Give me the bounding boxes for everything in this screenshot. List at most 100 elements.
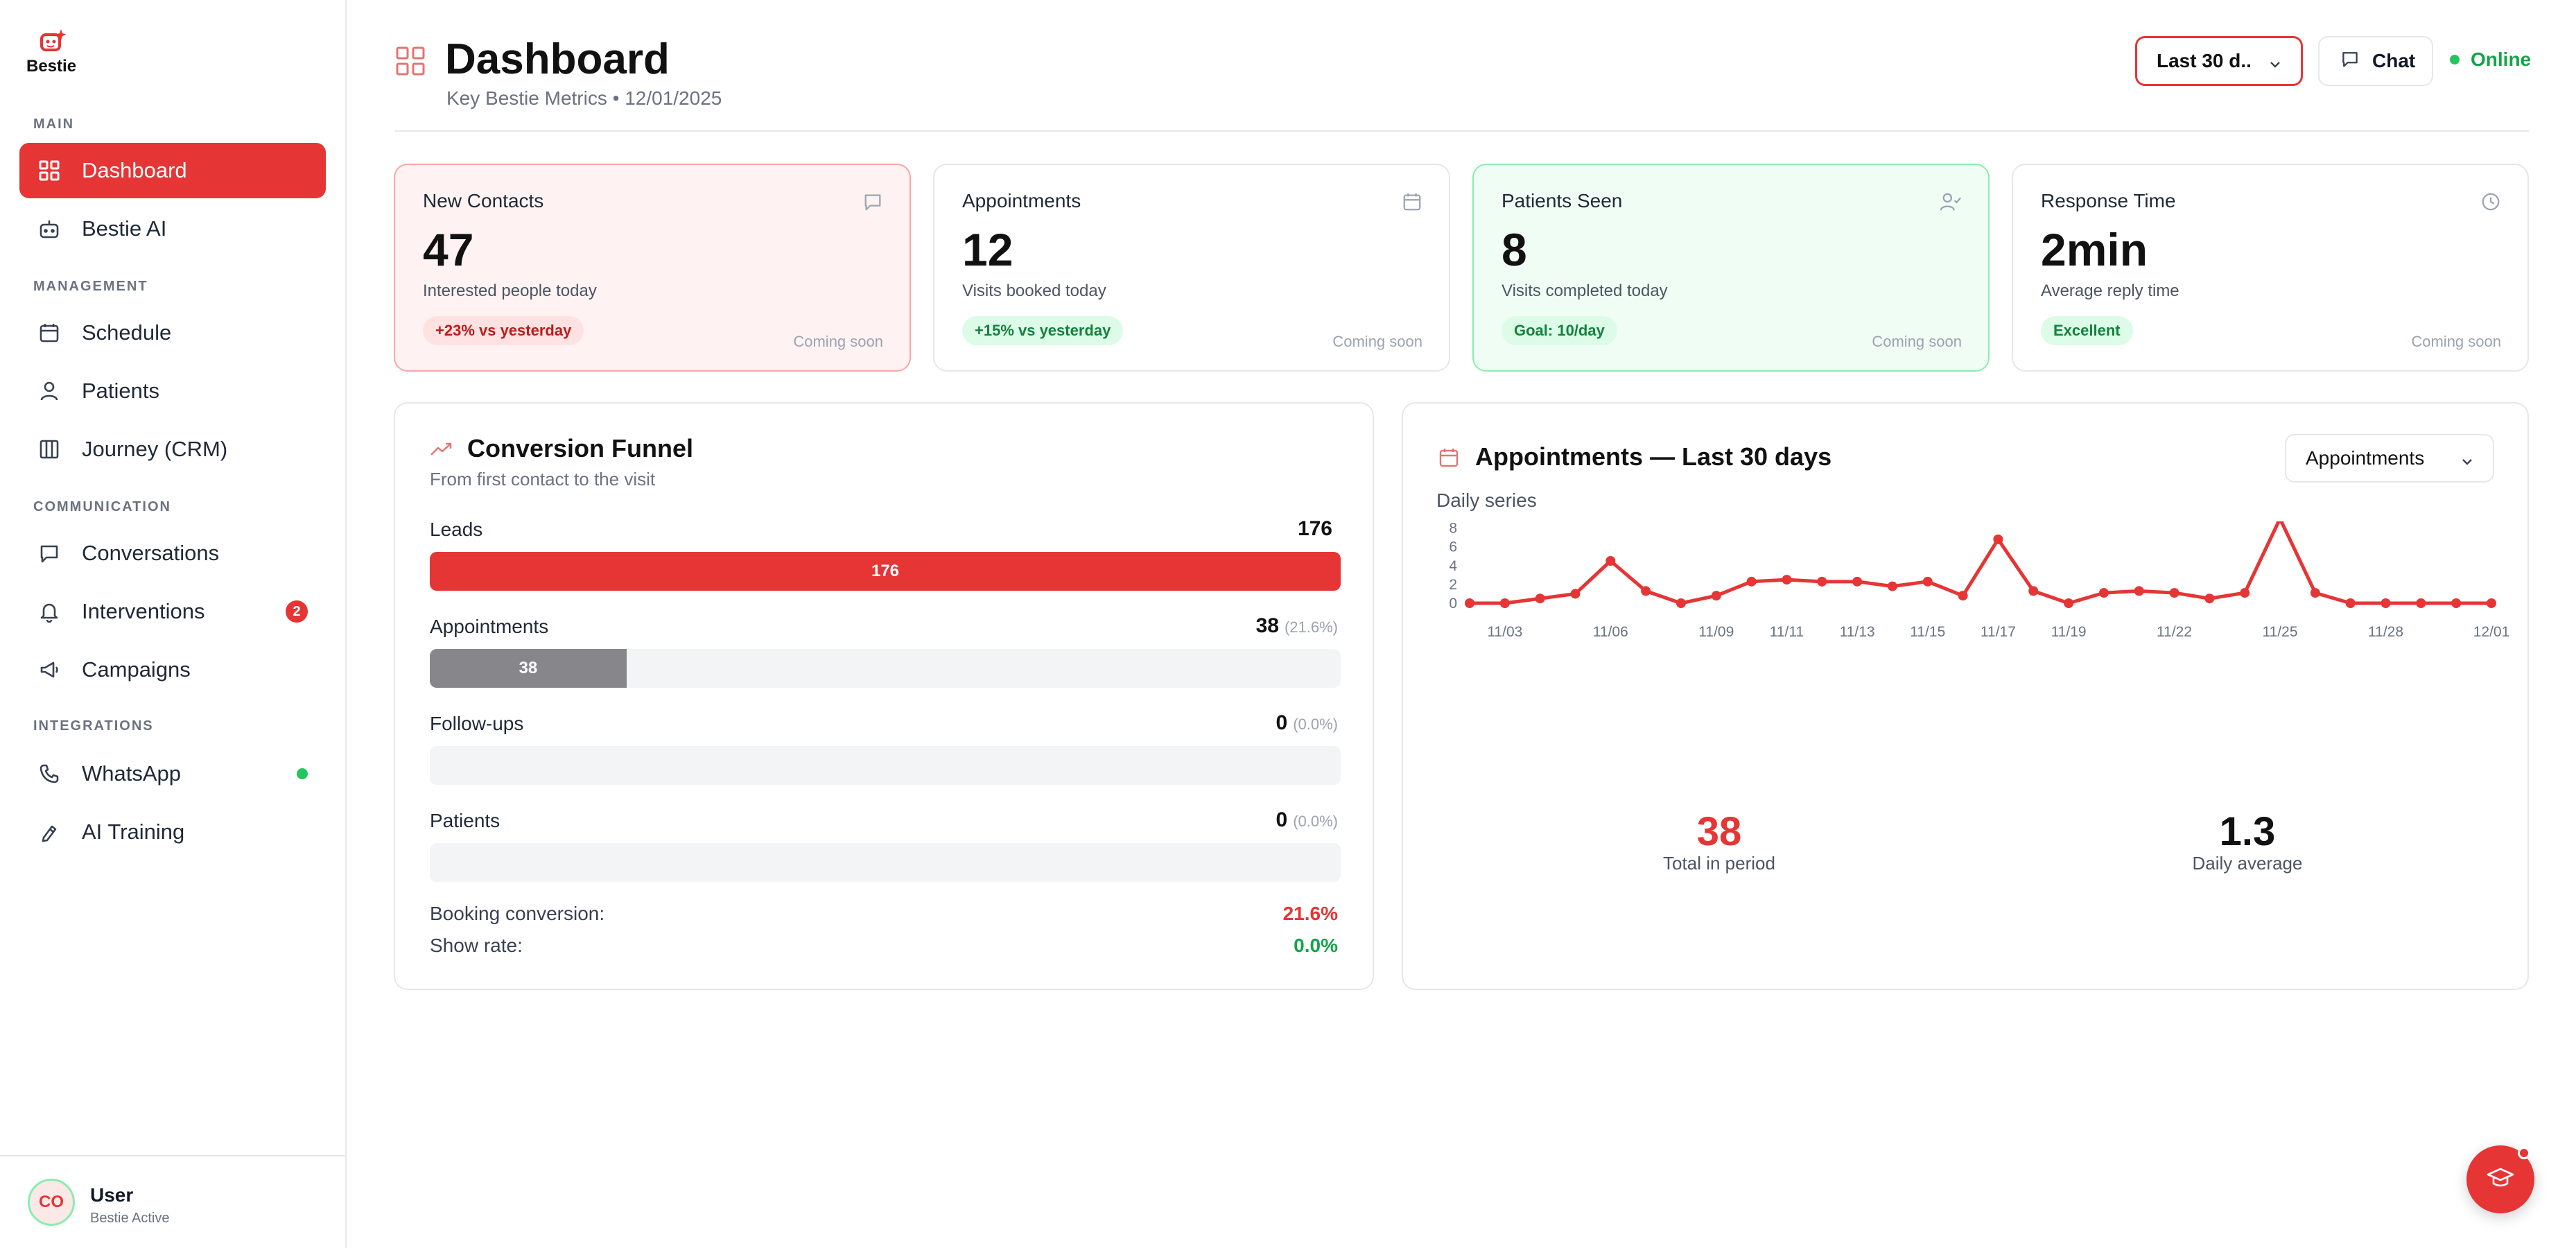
kpi-title: Appointments [962, 190, 1081, 211]
kpi-value: 12 [962, 224, 1013, 275]
kpi-coming-soon: Coming soon [1332, 333, 1422, 350]
y-tick-label: 8 [1449, 521, 1457, 537]
calendar-icon [1438, 447, 1460, 472]
data-point [1641, 586, 1651, 596]
data-point [1922, 576, 1933, 587]
sidebar-item-ai-training[interactable]: AI Training [19, 804, 326, 860]
sidebar-item-label: Schedule [82, 320, 172, 345]
user-icon [37, 379, 61, 403]
brand-logo[interactable]: Bestie [26, 28, 82, 76]
status-dot [2450, 55, 2460, 64]
average-value: 1.3 [2219, 809, 2276, 854]
kpi-card-new-contacts[interactable]: New Contacts 47 Interested people today … [394, 164, 911, 372]
stage-label: Leads [430, 519, 483, 540]
page-title: Dashboard [445, 35, 670, 83]
series-line [1470, 521, 2491, 605]
sidebar: Bestie MAIN Dashboard Bestie AI MANAGEME… [0, 0, 347, 1248]
data-point [1746, 576, 1757, 587]
total-label: Total in period [1663, 853, 1775, 874]
x-tick-label: 12/01 [2473, 624, 2510, 640]
data-point [2345, 598, 2356, 608]
training-help-button[interactable] [2466, 1145, 2534, 1213]
data-point [1993, 534, 2003, 544]
booking-conversion-value: 21.6% [1282, 903, 1338, 924]
metric-select[interactable]: Appointments [2285, 434, 2494, 483]
section-management: MANAGEMENT [33, 279, 148, 294]
x-tick-label: 11/22 [2157, 624, 2192, 640]
chat-button[interactable]: Chat [2318, 36, 2433, 86]
data-point [1535, 593, 1545, 604]
sidebar-item-whatsapp[interactable]: WhatsApp [19, 746, 326, 801]
date-range-select[interactable]: Last 30 d.. [2135, 36, 2303, 86]
sidebar-item-label: Campaigns [82, 657, 191, 682]
data-point [2204, 593, 2215, 604]
pen-icon [37, 820, 61, 844]
booking-conversion-label: Booking conversion: [430, 903, 605, 924]
stage-label: Patients [430, 810, 501, 831]
section-integrations: INTEGRATIONS [33, 718, 154, 734]
logo-icon [40, 29, 67, 51]
connected-status-dot [297, 768, 308, 779]
data-point [1605, 556, 1616, 566]
avatar: CO [28, 1179, 75, 1226]
kpi-title: New Contacts [423, 190, 544, 211]
x-tick-label: 11/13 [1840, 624, 1875, 640]
sidebar-item-label: Conversations [82, 541, 220, 565]
kpi-description: Visits booked today [962, 281, 1106, 300]
kpi-card-appointments[interactable]: Appointments 12 Visits booked today +15%… [933, 164, 1450, 372]
x-tick-label: 11/11 [1770, 624, 1804, 640]
sidebar-item-journey[interactable]: Journey (CRM) [19, 422, 326, 477]
status-label: Online [2471, 49, 2532, 70]
kpi-value: 47 [423, 224, 474, 275]
kpi-description: Interested people today [423, 281, 597, 300]
sidebar-item-conversations[interactable]: Conversations [19, 526, 326, 581]
y-tick-label: 4 [1449, 558, 1457, 574]
x-tick-label: 11/17 [1981, 624, 2016, 640]
chevron-down-icon [2268, 55, 2283, 77]
sidebar-item-schedule[interactable]: Schedule [19, 305, 326, 361]
average-label: Daily average [2192, 853, 2303, 874]
chart-title: Appointments — Last 30 days [1475, 442, 1832, 471]
brand-name: Bestie [26, 57, 77, 76]
sidebar-item-label: Patients [82, 379, 160, 403]
kpi-coming-soon: Coming soon [1872, 333, 1962, 350]
funnel-title: Conversion Funnel [467, 434, 694, 462]
kpi-badge: +23% vs yesterday [423, 316, 584, 345]
data-point [2310, 588, 2320, 598]
sidebar-item-label: Dashboard [82, 158, 187, 182]
stage-value: 38 (21.6%) [1255, 614, 1338, 637]
y-tick-label: 6 [1449, 539, 1457, 555]
data-point [1570, 589, 1581, 599]
sidebar-item-patients[interactable]: Patients [19, 363, 326, 419]
y-tick-label: 2 [1449, 577, 1457, 593]
show-rate-value: 0.0% [1294, 935, 1338, 956]
total-value: 38 [1696, 809, 1742, 854]
sidebar-item-label: Bestie AI [82, 216, 167, 241]
calendar-icon [37, 321, 61, 345]
y-tick-label: 0 [1449, 596, 1457, 612]
user-profile[interactable]: CO User Bestie Active [0, 1155, 345, 1248]
kpi-title: Patients Seen [1502, 190, 1623, 211]
sidebar-item-bestie-ai[interactable]: Bestie AI [19, 201, 326, 257]
data-point [2416, 598, 2426, 608]
sidebar-item-interventions[interactable]: Interventions 2 [19, 584, 326, 639]
data-point [1499, 598, 1510, 608]
kpi-badge: Goal: 10/day [1502, 316, 1617, 345]
kpi-card-patients-seen[interactable]: Patients Seen 8 Visits completed today G… [1472, 164, 1990, 372]
data-point [1887, 581, 1897, 591]
kpi-card-response-time[interactable]: Response Time 2min Average reply time Ex… [2012, 164, 2529, 372]
megaphone-icon [37, 658, 61, 682]
data-point [1958, 591, 1968, 601]
sidebar-item-campaigns[interactable]: Campaigns [19, 642, 326, 697]
x-tick-label: 11/19 [2051, 624, 2087, 640]
phone-icon [37, 762, 61, 786]
conversion-funnel-panel: Conversion Funnel From first contact to … [394, 402, 1374, 990]
data-point [2134, 586, 2144, 596]
show-rate-label: Show rate: [430, 935, 523, 956]
data-point [2064, 598, 2074, 608]
kpi-title: Response Time [2041, 190, 2176, 211]
kpi-value: 8 [1502, 224, 1527, 275]
bot-icon [37, 217, 61, 241]
user-status: Bestie Active [90, 1211, 170, 1226]
sidebar-item-dashboard[interactable]: Dashboard [19, 143, 326, 198]
